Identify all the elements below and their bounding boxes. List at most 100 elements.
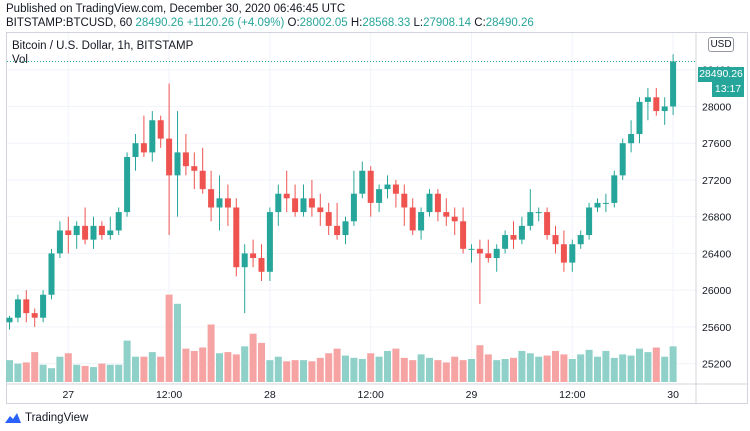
candle-body: [90, 225, 97, 240]
candle-body: [644, 97, 651, 102]
volume-bar: [552, 350, 559, 382]
candle-body: [367, 170, 374, 203]
chart-frame[interactable]: [6, 32, 748, 404]
y-tick-label: 27200: [702, 175, 731, 187]
volume-bar: [568, 359, 576, 382]
candle-body: [493, 248, 500, 259]
candle-body: [602, 202, 609, 204]
candle-body: [107, 230, 114, 236]
volume-bar: [535, 356, 543, 382]
candle-body: [552, 235, 559, 245]
volume-bar: [577, 354, 585, 382]
axis-layer: 25200 25600 26000 26400 26800 27200 27600 28000…: [7, 33, 748, 404]
volume-bar: [90, 367, 97, 382]
candle-body: [476, 248, 483, 254]
volume-bar: [115, 364, 123, 382]
volume-bar: [266, 360, 274, 382]
volume-bar: [350, 357, 358, 382]
x-tick-label: 29: [466, 389, 478, 401]
candle-body: [460, 221, 467, 249]
volume-bar: [48, 368, 55, 382]
symbol-interval: BITSTAMP:BTCUSD, 60: [6, 17, 133, 29]
volume-bar: [409, 360, 417, 382]
volume-bar: [501, 359, 509, 382]
volume-bar: [333, 348, 341, 382]
candle-body: [174, 152, 181, 176]
y-tick-label: 25600: [702, 322, 731, 334]
volume-bar: [224, 352, 232, 382]
x-tick-label: 12:00: [559, 389, 585, 401]
volume-bar: [585, 349, 593, 382]
volume-bar: [64, 353, 72, 382]
candle-body: [527, 212, 534, 226]
volume-bar: [274, 356, 282, 382]
candle-body: [149, 120, 156, 153]
candle-body: [48, 253, 55, 295]
candle-body: [342, 221, 349, 236]
candle-body: [518, 225, 525, 240]
volume-bar: [417, 354, 425, 382]
candle-body: [636, 101, 643, 135]
candle-body: [182, 152, 189, 167]
volume-bar: [291, 360, 299, 382]
y-tick-label: 26400: [702, 248, 731, 260]
candle-body: [124, 156, 131, 213]
volume-legend-label: Vol: [12, 54, 28, 66]
low-label: L:: [413, 17, 424, 29]
currency-badge[interactable]: USD: [708, 37, 734, 52]
candle-body: [40, 294, 47, 318]
candle-body: [157, 120, 164, 139]
candle-body: [283, 193, 290, 199]
chart-legend-title: Bitcoin / U.S. Dollar, 1h, BITSTAMP: [12, 40, 194, 52]
candle-body: [451, 216, 458, 222]
candle-body: [199, 170, 206, 190]
volume-bar: [619, 354, 627, 382]
candle-body: [98, 225, 105, 236]
candle-body: [31, 313, 38, 318]
candle-body: [384, 184, 391, 190]
volume-bar: [543, 355, 551, 382]
candle-body: [544, 212, 551, 236]
quote-line: BITSTAMP:BTCUSD, 60 28490.26 +1120.26 (+…: [6, 17, 534, 29]
x-tick-label: 12:00: [156, 389, 182, 401]
volume-bar: [594, 356, 601, 382]
volume-bar: [459, 360, 467, 382]
candle-body: [14, 299, 21, 318]
volume-bar: [132, 356, 139, 382]
x-tick-label: 12:00: [358, 389, 384, 401]
volume-bar: [652, 347, 660, 382]
volume-bar: [384, 350, 391, 382]
candle-body: [292, 198, 299, 213]
candle-body: [434, 193, 441, 213]
footer-branding[interactable]: TradingView: [4, 409, 88, 427]
candle-body: [73, 225, 80, 236]
candle-body: [392, 184, 399, 194]
low-value: 27908.14: [423, 17, 472, 29]
volume-bar: [468, 359, 475, 382]
candle-body: [275, 193, 282, 213]
candle-body: [132, 143, 139, 157]
candle-body: [23, 299, 30, 314]
open-label: O:: [287, 17, 300, 29]
candle-body: [586, 207, 593, 236]
volume-bar: [39, 364, 47, 382]
volume-bar: [22, 362, 30, 382]
open-value: 28002.05: [299, 17, 348, 29]
candle-body: [376, 189, 383, 203]
candle-body: [569, 244, 576, 263]
volume-bar: [358, 359, 366, 382]
candle-body: [628, 134, 635, 144]
volume-bar: [325, 353, 333, 382]
last-price: 28490.26: [135, 17, 184, 29]
candle-body: [359, 170, 366, 194]
volume-bar: [392, 348, 400, 382]
volume-bar: [342, 355, 349, 382]
candle-body: [502, 235, 509, 249]
volume-bar: [308, 361, 316, 382]
x-tick-label: 28: [264, 389, 276, 401]
volume-bar: [216, 353, 223, 382]
candle-body: [619, 143, 626, 176]
volume-bar: [56, 356, 64, 382]
candle-body: [468, 248, 475, 250]
